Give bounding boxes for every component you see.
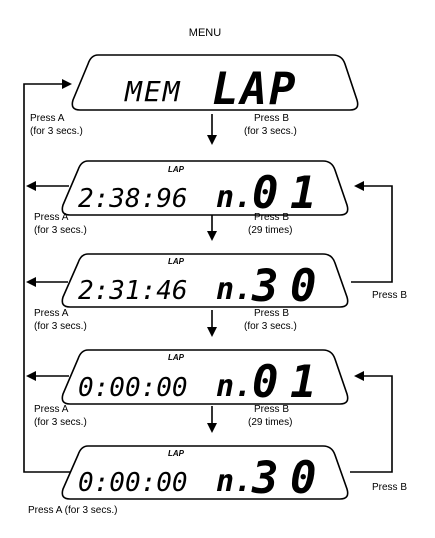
lap-number-tens: 3 xyxy=(251,453,279,504)
press-b-loop-1 xyxy=(351,181,393,283)
step-labels-4: Press A (for 3 secs.) Press B (29 times) xyxy=(34,404,292,428)
step-labels-1: Press A (for 3 secs.) Press B (for 3 sec… xyxy=(30,113,297,137)
lap-number-ones: 1 xyxy=(290,357,317,408)
press-a-duration: (for 3 secs.) xyxy=(34,321,87,332)
press-a-label: Press A xyxy=(34,212,69,223)
lap-prefix: n. xyxy=(216,369,252,404)
press-a-label: Press A xyxy=(34,308,69,319)
down-arrow-3 xyxy=(207,310,217,337)
press-b-duration: (for 3 secs.) xyxy=(244,126,297,137)
menu-label: MENU xyxy=(189,27,221,39)
loop-press-b-label-2: Press B xyxy=(372,482,407,493)
lap-number-tens: 3 xyxy=(251,261,279,312)
step-labels-3: Press A (for 3 secs.) Press B (for 3 sec… xyxy=(34,308,297,332)
press-a-return-path xyxy=(23,79,72,473)
loop-press-b-label-1: Press B xyxy=(372,290,407,301)
press-b-label: Press B xyxy=(254,404,289,415)
press-b-duration: (for 3 secs.) xyxy=(244,321,297,332)
press-a-duration: (for 3 secs.) xyxy=(34,225,87,236)
lap-tag: LAP xyxy=(168,353,185,362)
lcd-screen-lap-01-second: LAP 0:00:00 n. 0 1 xyxy=(61,349,349,408)
press-b-duration: (29 times) xyxy=(248,417,292,428)
down-arrow-4 xyxy=(207,406,217,433)
press-a-label: Press A xyxy=(34,404,69,415)
lap-time: 2:31:46 xyxy=(78,276,188,306)
lap-time: 2:38:96 xyxy=(78,184,188,214)
lap-number-ones: 1 xyxy=(290,168,317,219)
lap-time: 0:00:00 xyxy=(78,468,188,498)
lap-prefix: n. xyxy=(216,272,252,307)
press-b-label: Press B xyxy=(254,212,289,223)
step-labels-2: Press A (for 3 secs.) Press B (29 times) xyxy=(34,212,292,236)
press-b-label: Press B xyxy=(254,308,289,319)
press-b-label: Press B xyxy=(254,113,289,124)
lap-prefix: n. xyxy=(216,464,252,499)
left-arrow-screen-1 xyxy=(26,181,69,191)
lcd-screen-lap-01-first: LAP 2:38:96 n. 0 1 xyxy=(61,160,349,219)
lcd-screen-mem-lap: MEM LAP xyxy=(71,54,359,115)
press-a-duration: (for 3 secs.) xyxy=(30,126,83,137)
lap-number-ones: 0 xyxy=(290,261,317,312)
lap-tag: LAP xyxy=(168,165,185,174)
press-b-duration: (29 times) xyxy=(248,225,292,236)
down-arrow-2 xyxy=(207,215,217,241)
lap-tag: LAP xyxy=(168,449,185,458)
press-a-duration: (for 3 secs.) xyxy=(34,417,87,428)
lap-tag: LAP xyxy=(168,257,185,266)
bottom-press-a-label: Press A (for 3 secs.) xyxy=(28,505,117,516)
lap-text: LAP xyxy=(212,64,297,115)
lap-number-tens: 0 xyxy=(252,168,279,219)
lap-number-tens: 0 xyxy=(252,357,279,408)
lap-prefix: n. xyxy=(216,180,252,215)
left-arrow-screen-3 xyxy=(26,371,69,381)
down-arrow-1 xyxy=(207,114,217,145)
lcd-screen-lap-30-first: LAP 2:31:46 n. 3 0 xyxy=(61,253,349,312)
lcd-screen-lap-30-second: LAP 0:00:00 n. 3 0 xyxy=(61,445,349,504)
lap-time: 0:00:00 xyxy=(78,373,188,403)
mem-text: MEM xyxy=(124,75,182,108)
lap-number-ones: 0 xyxy=(290,453,317,504)
press-b-loop-2 xyxy=(350,371,393,473)
press-a-label: Press A xyxy=(30,113,65,124)
left-arrow-screen-2 xyxy=(26,277,68,287)
